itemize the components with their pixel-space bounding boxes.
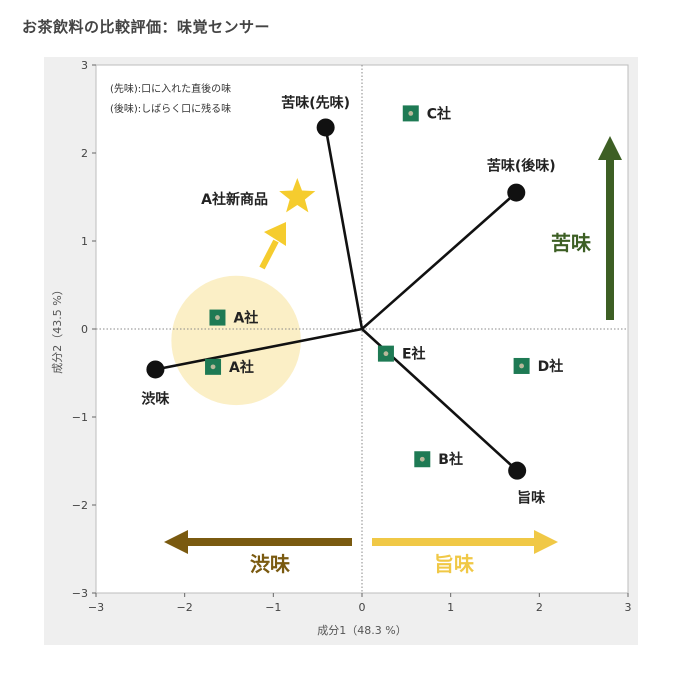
- astringent-arrow-head: [164, 530, 188, 554]
- x-axis-label: 成分1（48.3 %）: [317, 624, 406, 637]
- sample-marker-dot: [408, 111, 414, 116]
- umami-arrow-head: [534, 530, 558, 554]
- sample-label: E社: [402, 346, 426, 363]
- loading-vector-line: [154, 327, 364, 371]
- loading-vector-endpoint: [507, 183, 526, 202]
- bitter-arrow-head: [598, 136, 622, 160]
- sample-marker-dot: [215, 315, 220, 320]
- y-tick-label: −1: [72, 411, 88, 424]
- sample-marker-dot: [383, 351, 389, 357]
- y-tick-label: 2: [81, 147, 88, 160]
- y-tick-label: 3: [81, 59, 88, 72]
- pointer-arrow-shaft: [259, 239, 279, 270]
- x-tick-label: 2: [536, 601, 543, 614]
- note-line-1: (先味):口に入れた直後の味: [110, 82, 231, 95]
- umami-arrow-shaft: [372, 538, 536, 546]
- astringent-arrow-shaft: [186, 538, 352, 546]
- highlight-label: A社新商品: [201, 191, 268, 208]
- note-line-2: (後味):しばらく口に残る味: [110, 102, 231, 115]
- x-tick-label: 0: [359, 601, 366, 614]
- sample-marker-dot: [210, 364, 216, 370]
- y-tick-label: 0: [81, 323, 88, 336]
- highlight-circle: [171, 275, 301, 406]
- y-tick-label: −3: [72, 587, 88, 600]
- x-tick-label: 3: [625, 601, 632, 614]
- sample-label: A社: [229, 359, 254, 376]
- loading-vector-label: 旨味: [517, 491, 545, 507]
- loading-vector-endpoint: [508, 461, 527, 480]
- bitter-arrow-shaft: [606, 158, 614, 320]
- x-tick-label: 1: [447, 601, 454, 614]
- page-title: お茶飲料の比較評価：味覚センサー: [22, 18, 271, 36]
- sample-label: D社: [538, 358, 564, 375]
- y-tick-label: −2: [72, 499, 88, 512]
- loading-vector-label: 苦味(後味): [487, 158, 556, 175]
- umami-arrow-label: 旨味: [434, 552, 474, 576]
- y-tick-label: 1: [81, 235, 88, 248]
- loading-vector-label: 苦味(先味): [281, 94, 350, 111]
- sample-label: B社: [438, 451, 463, 468]
- x-tick-label: −2: [177, 601, 193, 614]
- bitter-arrow-label: 苦味: [551, 231, 591, 255]
- loading-vector-endpoint: [146, 360, 165, 379]
- sample-marker-dot: [419, 456, 425, 462]
- sample-label: C社: [427, 105, 451, 122]
- astringent-arrow-label: 渋味: [250, 552, 290, 576]
- sample-label: A社: [233, 310, 258, 327]
- new-product-star: [279, 178, 316, 213]
- x-tick-label: −1: [265, 601, 281, 614]
- x-tick-label: −3: [88, 601, 104, 614]
- loading-vector-line: [360, 191, 518, 331]
- loading-vector-label: 渋味: [141, 390, 169, 407]
- pointer-arrow-head: [264, 222, 286, 246]
- loading-vector-endpoint: [316, 118, 335, 137]
- loading-vector-line: [324, 126, 364, 331]
- y-axis-label: 成分2（43.5 %）: [51, 284, 64, 373]
- sample-marker-dot: [519, 363, 524, 369]
